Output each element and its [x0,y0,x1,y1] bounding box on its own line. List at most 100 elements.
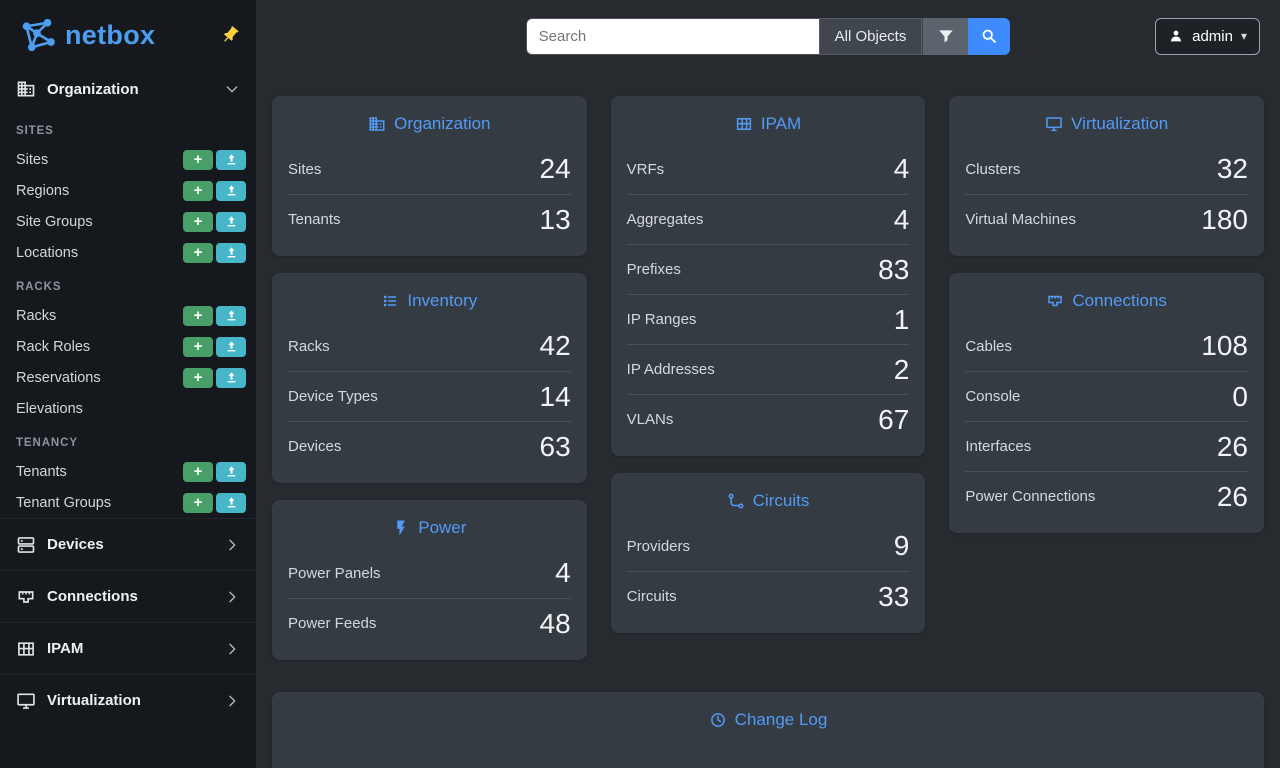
locations-import-button[interactable] [216,242,246,263]
stat-value[interactable]: 180 [1201,203,1248,235]
stat-value[interactable]: 14 [539,380,571,412]
changelog-card-title[interactable]: Change Log [288,706,1248,740]
sidebar-item-organization[interactable]: Organization [0,66,256,112]
stat-value[interactable]: 33 [878,580,910,612]
stat-label[interactable]: Virtual Machines [965,211,1076,228]
stat-label[interactable]: Power Panels [288,564,381,582]
sidebar-item-connections[interactable]: Connections [0,570,256,622]
stat-label[interactable]: Interfaces [965,438,1032,455]
stat-label[interactable]: Cables [965,337,1013,355]
sidebar-item-ipam[interactable]: IPAM [0,622,256,674]
stat-value[interactable]: 1 [893,303,910,335]
filter-button[interactable] [922,17,969,55]
stat-label[interactable]: Console [965,388,1021,405]
organization-card-title[interactable]: Organization [288,110,571,144]
stat-label[interactable]: Circuits [626,588,677,605]
sidebar-item-virtualization[interactable]: Virtualization [0,674,256,726]
stat-value[interactable]: 63 [539,430,571,462]
tenant-groups-import-button[interactable] [216,492,246,513]
sites-add-button[interactable]: + [183,149,213,170]
sidebar-pin-button[interactable] [220,25,240,45]
stat-value[interactable]: 4 [893,203,910,235]
tenants-import-button[interactable] [216,461,246,482]
stat-row-device-types: Device Types 14 [288,371,571,421]
regions-link[interactable]: Regions [16,182,70,199]
section-title-tenancy: TENANCY [16,437,78,449]
stat-row-prefixes: Prefixes 83 [626,244,910,294]
search-input[interactable] [525,17,819,55]
site-groups-import-button[interactable] [216,211,246,232]
racks-link[interactable]: Racks [16,307,57,324]
stat-value[interactable]: 83 [878,253,910,285]
stat-label[interactable]: Prefixes [626,261,681,278]
reservations-link[interactable]: Reservations [16,369,101,386]
plus-icon: + [193,151,203,168]
netbox-logo[interactable]: netbox [16,14,155,56]
stat-value[interactable]: 24 [539,153,571,184]
stat-value[interactable]: 26 [1216,430,1248,462]
stat-value[interactable]: 32 [1216,153,1248,184]
site-groups-link[interactable]: Site Groups [16,213,93,230]
stat-label[interactable]: Device Types [288,388,378,405]
rack-roles-add-button[interactable]: + [183,336,213,357]
stat-label[interactable]: VLANs [626,411,674,428]
rack-roles-link[interactable]: Rack Roles [16,338,91,355]
stat-value[interactable]: 67 [878,403,910,435]
virtualization-card-title[interactable]: Virtualization [965,110,1248,144]
stat-value[interactable]: 4 [555,557,571,588]
tenant-groups-link[interactable]: Tenant Groups [16,494,112,511]
stat-value[interactable]: 108 [1201,330,1248,361]
inventory-card-title[interactable]: Inventory [288,287,571,321]
rack-roles-import-button[interactable] [216,336,246,357]
reservations-add-button[interactable]: + [183,367,213,388]
locations-add-button[interactable]: + [183,242,213,263]
sites-link[interactable]: Sites [16,151,49,168]
stat-value[interactable]: 0 [1232,380,1248,412]
user-menu-button[interactable]: admin ▾ [1155,17,1260,55]
stat-label[interactable]: Power Connections [965,488,1096,505]
stat-row-sites: Sites 24 [288,144,571,194]
stat-value[interactable]: 48 [539,607,571,639]
stat-label[interactable]: Sites [288,160,322,178]
circuits-card: Circuits Providers 9 Circuits 33 [610,473,926,633]
stat-value[interactable]: 26 [1216,480,1248,512]
sites-import-button[interactable] [216,149,246,170]
tenants-add-button[interactable]: + [183,461,213,482]
stat-value[interactable]: 13 [539,203,571,235]
stat-label[interactable]: VRFs [626,160,665,178]
upload-icon [225,465,238,478]
quick-actions: + [183,242,246,263]
stat-label[interactable]: IP Ranges [626,311,697,328]
stat-label[interactable]: Power Feeds [288,615,377,632]
sidebar-item-devices[interactable]: Devices [0,518,256,570]
locations-link[interactable]: Locations [16,244,79,261]
stat-label[interactable]: Providers [626,537,691,555]
building-icon [368,115,386,133]
stat-value[interactable]: 42 [539,330,571,361]
racks-add-button[interactable]: + [183,305,213,326]
stat-label[interactable]: Tenants [288,211,341,228]
object-type-button[interactable]: All Objects [818,17,923,55]
regions-import-button[interactable] [216,180,246,201]
elevations-link[interactable]: Elevations [16,400,83,417]
regions-add-button[interactable]: + [183,180,213,201]
racks-import-button[interactable] [216,305,246,326]
card-rows: Power Panels 4 Power Feeds 48 [288,548,571,648]
circuits-card-title[interactable]: Circuits [627,487,910,521]
power-card-title[interactable]: Power [288,514,571,548]
stat-label[interactable]: IP Addresses [626,361,715,378]
stat-value[interactable]: 2 [893,353,910,385]
ipam-card-title[interactable]: IPAM [627,110,910,144]
stat-label[interactable]: Aggregates [626,211,704,228]
search-button[interactable] [968,17,1011,55]
stat-label[interactable]: Devices [288,438,342,455]
tenant-groups-add-button[interactable]: + [183,492,213,513]
stat-label[interactable]: Clusters [965,160,1021,178]
stat-value[interactable]: 4 [893,153,910,184]
stat-label[interactable]: Racks [288,337,330,355]
site-groups-add-button[interactable]: + [183,211,213,232]
connections-card-title[interactable]: Connections [965,287,1248,321]
reservations-import-button[interactable] [216,367,246,388]
tenants-link[interactable]: Tenants [16,463,67,480]
stat-value[interactable]: 9 [893,530,910,561]
